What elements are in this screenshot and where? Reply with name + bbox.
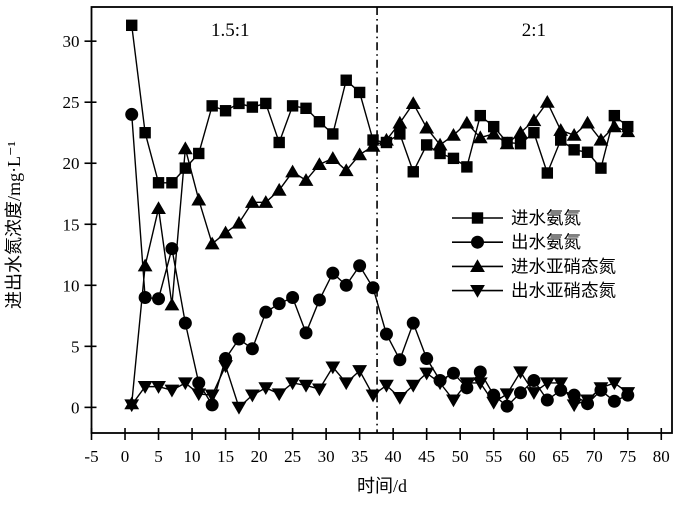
- series-influent-nitrite-nitrogen: [124, 95, 636, 410]
- x-tick-label: 0: [121, 447, 130, 466]
- x-axis-title: 时间/d: [357, 476, 407, 496]
- x-tick-label: 20: [251, 447, 268, 466]
- y-tick-label: 0: [71, 398, 80, 417]
- legend-label-influent-ammonia-nitrogen: 进水氨氮: [511, 208, 581, 228]
- x-tick-label: 60: [519, 447, 536, 466]
- legend-item-effluent-ammonia-nitrogen: 出水氨氮: [452, 232, 581, 252]
- legend-label-effluent-nitrite-nitrogen: 出水亚硝态氮: [511, 281, 616, 301]
- series-influent-ammonia-nitrogen: [126, 19, 634, 189]
- x-tick-label: 50: [452, 447, 469, 466]
- y-tick-label: 30: [63, 32, 80, 51]
- x-tick-label: 80: [653, 447, 670, 466]
- x-tick-label: 70: [586, 447, 603, 466]
- x-tick-label: 25: [284, 447, 301, 466]
- legend-label-influent-nitrite-nitrogen: 进水亚硝态氮: [511, 256, 616, 276]
- legend-item-influent-nitrite-nitrogen: 进水亚硝态氮: [452, 256, 616, 276]
- x-tick-label: 75: [619, 447, 636, 466]
- legend-item-effluent-nitrite-nitrogen: 出水亚硝态氮: [452, 281, 616, 301]
- y-tick-label: 10: [63, 276, 80, 295]
- x-tick-label: 10: [184, 447, 201, 466]
- x-tick-label: 15: [217, 447, 234, 466]
- x-tick-label: 55: [485, 447, 502, 466]
- plot-frame: [90, 6, 673, 434]
- x-tick-label: 5: [154, 447, 163, 466]
- series-effluent-nitrite-nitrogen: [124, 360, 636, 415]
- legend-item-influent-ammonia-nitrogen: 进水氨氮: [452, 208, 581, 228]
- x-tick-label: 65: [552, 447, 569, 466]
- y-tick-label: 5: [71, 337, 80, 356]
- x-tick-label: 35: [351, 447, 368, 466]
- x-tick-label: -5: [84, 447, 98, 466]
- y-tick-label: 15: [63, 215, 80, 234]
- y-tick-label: 20: [63, 154, 80, 173]
- annotation-phase-1-ratio: 1.5:1: [211, 20, 250, 41]
- annotation-phase-2-ratio: 2:1: [522, 20, 546, 41]
- y-axis-title: 进出水氮浓度/mg·L⁻¹: [4, 141, 24, 309]
- x-tick-label: 40: [385, 447, 402, 466]
- x-tick-label: 30: [318, 447, 335, 466]
- x-tick-label: 45: [418, 447, 435, 466]
- y-tick-label: 25: [63, 93, 80, 112]
- legend-label-effluent-ammonia-nitrogen: 出水氨氮: [511, 232, 581, 252]
